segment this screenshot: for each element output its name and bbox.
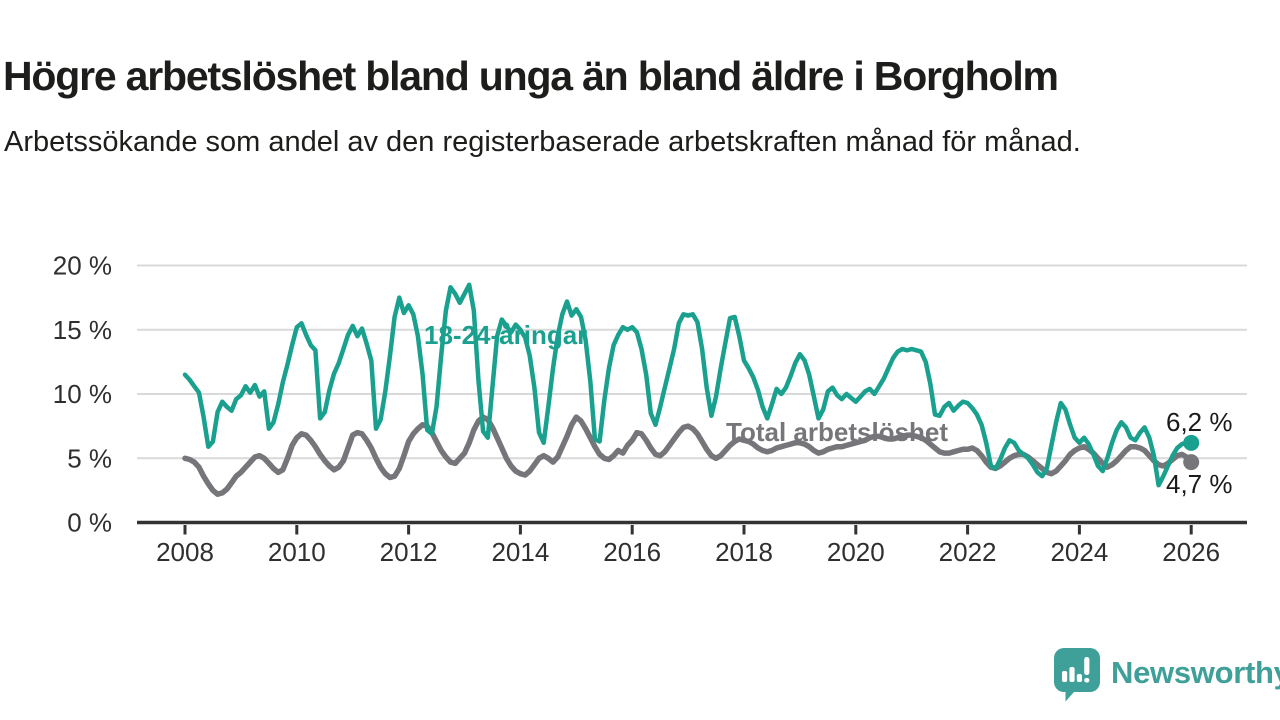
page-title: Högre arbetslöshet bland unga än bland ä… — [3, 53, 1059, 100]
speech-bubble-shape — [1054, 648, 1100, 702]
x-axis-label: 2012 — [380, 537, 438, 567]
series-end-dot-total — [1183, 454, 1200, 471]
x-axis-label: 2026 — [1162, 537, 1220, 567]
series-end-dot-young — [1183, 434, 1200, 451]
series-label-total: Total arbetslöshet — [726, 417, 949, 447]
bar-chart-glyph — [1062, 657, 1090, 683]
y-axis-label: 20 % — [53, 251, 112, 281]
newsworthy-logo-icon — [1054, 648, 1100, 702]
x-axis-label: 2016 — [603, 537, 661, 567]
x-axis-label: 2014 — [491, 537, 549, 567]
x-axis-label: 2018 — [715, 537, 773, 567]
chart-subtitle: Arbetssökande som andel av den registerb… — [4, 126, 1081, 158]
x-axis-label: 2024 — [1050, 537, 1108, 567]
y-axis-label: 15 % — [53, 315, 112, 345]
series-label-young: 18-24-åringar — [424, 320, 588, 350]
y-axis-label: 5 % — [67, 443, 112, 473]
y-axis-label: 10 % — [53, 379, 112, 409]
x-axis-label: 2020 — [827, 537, 885, 567]
x-axis-label: 2010 — [268, 537, 326, 567]
y-axis-label: 0 % — [67, 508, 112, 538]
newsworthy-logo-text: Newsworthy — [1111, 655, 1280, 690]
end-value-label-total: 4,7 % — [1166, 469, 1233, 499]
x-axis-label: 2008 — [156, 537, 214, 567]
series-line-young — [182, 282, 1194, 488]
x-axis-label: 2022 — [939, 537, 997, 567]
end-value-label-young: 6,2 % — [1166, 407, 1233, 437]
newsworthy-logo: Newsworthy — [1054, 648, 1280, 702]
series-line-total — [182, 414, 1194, 497]
